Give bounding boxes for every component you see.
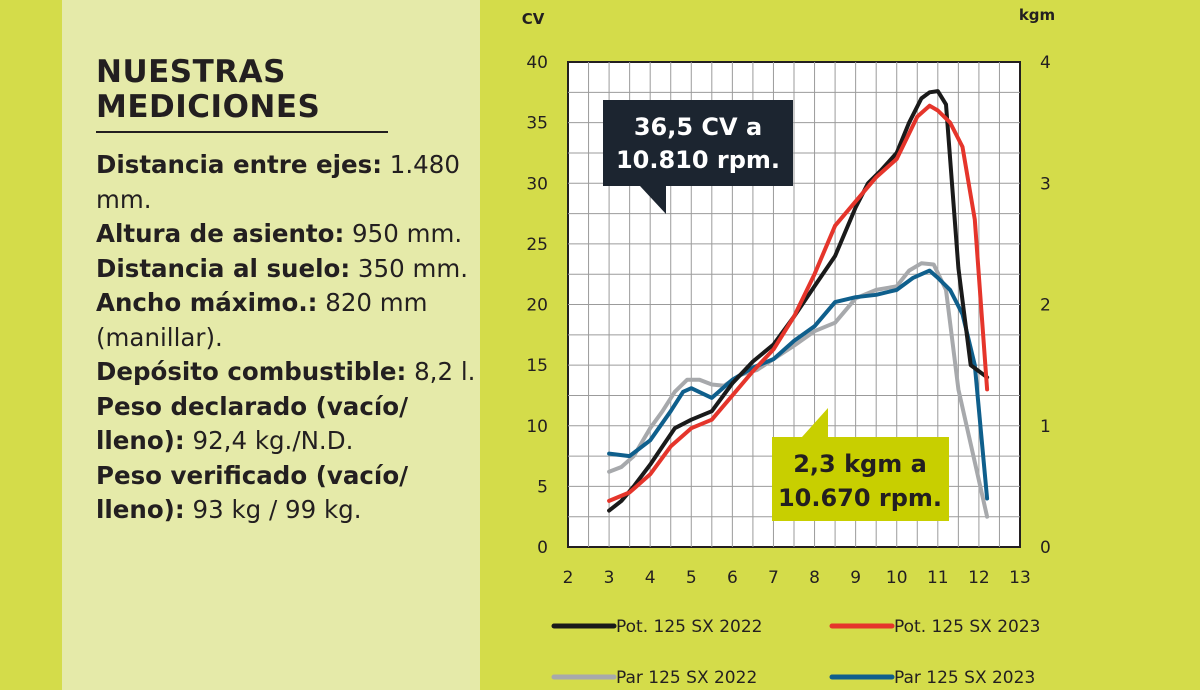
spec-row: Ancho máximo.: 820 mm (manillar). [96,286,486,355]
callout-power-line2: 10.810 rpm. [616,146,780,174]
spec-row: Distancia entre ejes: 1.480 mm. [96,148,486,217]
callout-pointer-torque [802,408,828,437]
x-tick-label: 3 [604,568,615,588]
panel-title: NUESTRAS MEDICIONES [96,55,320,125]
x-tick-label: 7 [768,568,779,588]
y-right-tick-label: 3 [1040,174,1051,194]
x-tick-label: 2 [563,568,574,588]
x-tick-label: 4 [645,568,656,588]
x-tick-label: 8 [809,568,820,588]
callouts: 36,5 CV a 10.810 rpm. 2,3 kgm a 10.670 rpm. [603,100,949,521]
spec-value: 93 kg / 99 kg. [184,495,362,524]
y-left-tick-label: 30 [526,174,548,194]
series-line [607,103,990,503]
x-tick-label: 9 [850,568,861,588]
y-left-tick-label: 35 [526,114,548,134]
callout-torque-line1: 2,3 kgm a [793,450,927,478]
legend: Pot. 125 SX 2022 Pot. 125 SX 2023 Par 125 … [551,617,1040,688]
spec-label: Distancia entre ejes: [96,150,382,179]
series-line [607,268,990,501]
spec-label: Distancia al suelo: [96,253,351,283]
legend-label: Par 125 SX 2023 [894,668,1035,688]
spec-label: Peso verificado (vacío/ lleno): [96,460,409,525]
spec-row: Peso verificado (vacío/ lleno): 93 kg / … [96,459,486,528]
callout-box-torque [772,437,949,521]
y-right-unit: kgm [1019,6,1055,24]
legend-label: Pot. 125 SX 2023 [894,617,1040,637]
spec-value: 1.480 mm. [96,150,460,214]
spec-value: 350 mm. [350,253,468,283]
spec-row: Depósito combustible: 8,2 l. [96,355,486,390]
legend-label: Pot. 125 SX 2022 [616,617,762,637]
specs-list: Distancia entre ejes: 1.480 mm. Altura d… [96,148,486,528]
x-tick-label: 5 [686,568,697,588]
measurements-panel: NUESTRAS MEDICIONES Distancia entre ejes… [62,0,480,690]
spec-value: 950 mm. [344,219,463,248]
series-lines [607,89,990,519]
x-tick-label: 10 [886,568,908,588]
spec-value: 92,4 kg./N.D. [184,426,354,455]
spec-row: Distancia al suelo: 350 mm. [96,252,486,287]
spec-label: Altura de asiento: [96,219,345,248]
y-right-tick-label: 2 [1040,296,1051,316]
spec-row: Peso declarado (vacío/ lleno): 92,4 kg./… [96,390,486,459]
callout-torque-line2: 10.670 rpm. [778,484,942,512]
y-left-tick-label: 15 [526,356,548,376]
y-right-tick-label: 0 [1040,538,1051,558]
y-left-tick-label: 40 [526,53,548,73]
y-right-tick-label: 1 [1040,417,1051,437]
callout-box-power [603,100,793,186]
spec-value: 8,2 l. [406,357,476,386]
y-left-unit: CV [522,10,545,28]
x-tick-label: 12 [968,568,990,588]
spec-row: Altura de asiento: 950 mm. [96,217,486,252]
panel-title-line1: NUESTRAS [96,54,286,90]
y-left-tick-label: 10 [526,417,548,437]
x-tick-label: 11 [927,568,949,588]
x-tick-label: 13 [1009,568,1031,588]
y-left-tick-label: 25 [526,235,548,255]
title-underline [96,131,388,133]
legend-label: Par 125 SX 2022 [616,668,757,688]
x-tick-label: 6 [727,568,738,588]
panel-title-line2: MEDICIONES [96,89,321,125]
y-right-tick-label: 4 [1040,53,1051,73]
y-left-tick-label: 5 [537,477,548,497]
y-left-tick-label: 20 [526,296,548,316]
spec-label: Depósito combustible: [96,357,407,386]
callout-pointer-power [640,186,666,214]
spec-label: Ancho máximo.: [96,288,318,317]
callout-power-line1: 36,5 CV a [634,113,762,141]
spec-label: Peso declarado (vacío/ lleno): [96,391,409,456]
y-left-tick-label: 0 [537,538,548,558]
series-line [607,89,990,513]
spec-value: 820 mm (manillar). [96,288,428,352]
